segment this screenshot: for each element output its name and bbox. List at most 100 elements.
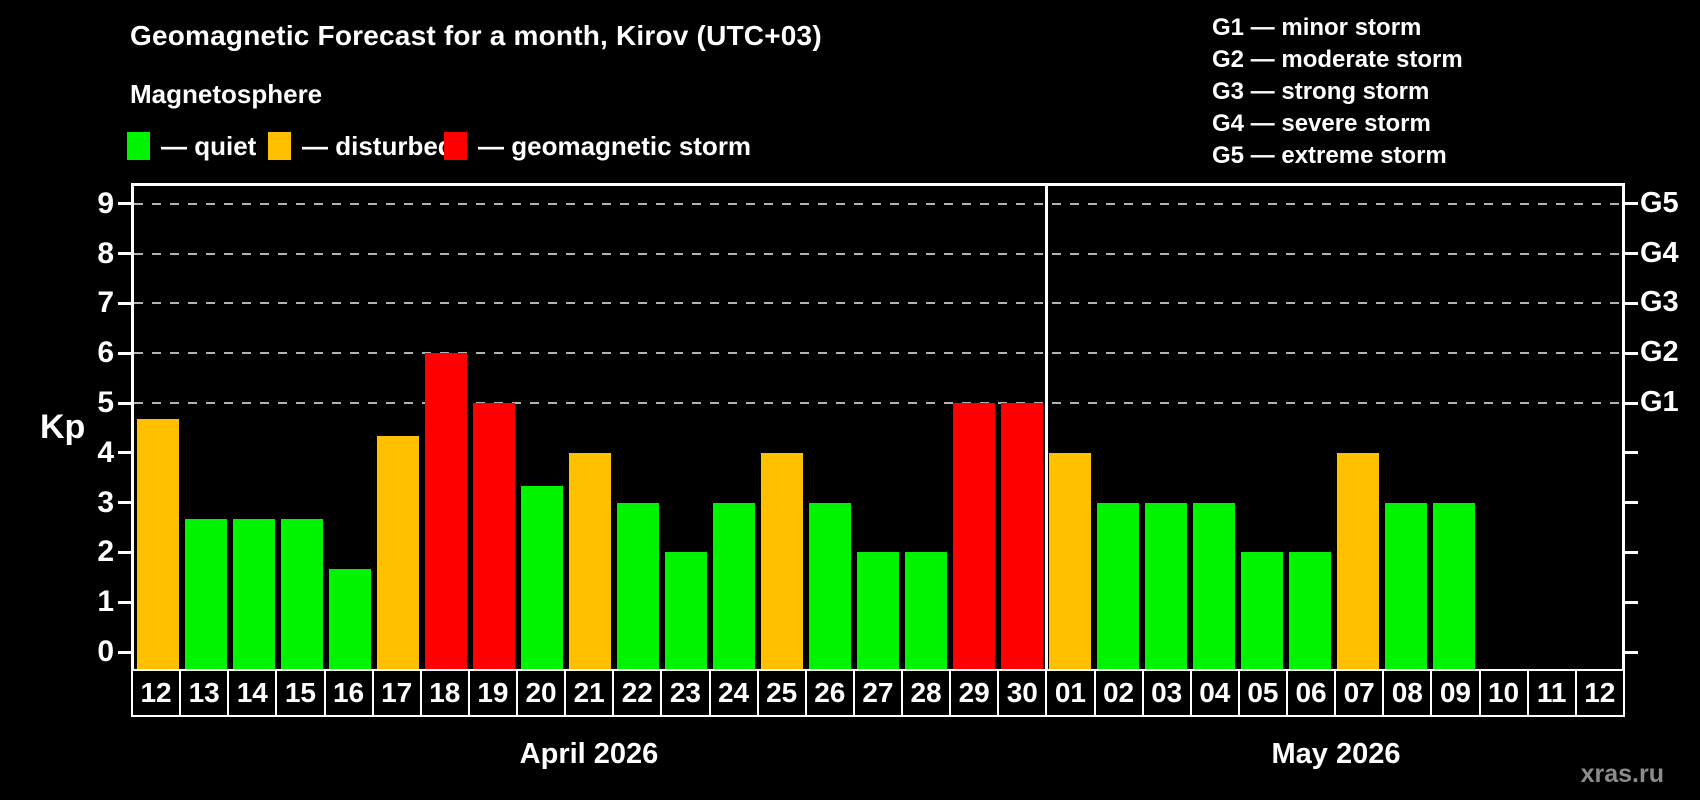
kp-bar-day-02: [1097, 502, 1139, 669]
plot-area: 0 1 2 3 4 5 6 7 8 9 G1 G2 G3 G4 G5: [97, 183, 1679, 669]
legend-label-quiet: — quiet: [161, 131, 257, 161]
y-axis-label-9: 9: [97, 186, 114, 220]
gridline-kp-6: [134, 352, 1622, 355]
y-axis-tick-6: [118, 351, 131, 355]
right-axis-tick-6: [1625, 351, 1638, 355]
gridline-kp-8: [134, 252, 1622, 255]
right-axis-tick-9: [1625, 202, 1638, 206]
right-axis-tick-1: [1625, 600, 1638, 604]
legend-label-disturbed: — disturbed: [302, 131, 454, 161]
day-cell-18: 18: [419, 669, 470, 717]
kp-bar-day-29: [953, 403, 995, 669]
kp-bar-day-19: [473, 403, 515, 669]
right-axis-tick-4: [1625, 451, 1638, 455]
right-axis-tick-3: [1625, 501, 1638, 505]
storm-color-swatch: [444, 132, 467, 160]
g4-legend-line: G4 — severe storm: [1212, 110, 1431, 137]
right-axis-label-g5: G5: [1640, 186, 1679, 219]
y-axis-tick-0: [118, 650, 131, 654]
quiet-color-swatch: [127, 132, 150, 160]
kp-bar-day-22: [617, 502, 659, 669]
kp-bar-day-26: [809, 502, 851, 669]
day-cell-02: 02: [1093, 669, 1144, 717]
kp-bar-day-23: [665, 552, 707, 669]
right-axis-tick-8: [1625, 252, 1638, 256]
legend-item-quiet: — quiet: [127, 132, 256, 160]
day-cell-17: 17: [371, 669, 422, 717]
right-axis-label-g2: G2: [1640, 336, 1679, 369]
y-axis-label-1: 1: [97, 585, 114, 619]
y-axis-tick-1: [118, 600, 131, 604]
day-cell-15: 15: [275, 669, 326, 717]
day-cell-06: 06: [1286, 669, 1337, 717]
day-cell-25: 25: [756, 669, 807, 717]
y-axis-title: Kp: [40, 408, 86, 446]
y-axis-label-3: 3: [97, 485, 114, 519]
kp-bar-day-08: [1385, 502, 1427, 669]
day-cell-14: 14: [227, 669, 278, 717]
y-axis-tick-2: [118, 550, 131, 554]
y-axis-label-2: 2: [97, 535, 114, 569]
y-axis-label-7: 7: [97, 286, 114, 320]
kp-bar-day-13: [185, 519, 227, 669]
kp-bar-day-05: [1241, 552, 1283, 669]
month-label-may: May 2026: [1271, 738, 1401, 770]
kp-bar-day-21: [569, 452, 611, 669]
day-cell-09: 09: [1430, 669, 1481, 717]
kp-bar-day-18: [425, 353, 467, 669]
y-axis-label-8: 8: [97, 236, 114, 270]
kp-bar-day-12: [137, 419, 179, 669]
day-cell-12: 12: [131, 669, 182, 717]
day-cell-11: 11: [1526, 669, 1577, 717]
kp-bar-day-16: [329, 568, 371, 669]
kp-bar-day-28: [905, 552, 947, 669]
kp-bar-day-24: [713, 502, 755, 669]
day-cell-05: 05: [1237, 669, 1288, 717]
y-axis-tick-7: [118, 301, 131, 305]
g3-legend-line: G3 — strong storm: [1212, 78, 1430, 105]
day-cell-21: 21: [564, 669, 615, 717]
day-cell-26: 26: [804, 669, 855, 717]
kp-bar-day-15: [281, 519, 323, 669]
kp-bar-day-07: [1337, 452, 1379, 669]
legend-item-disturbed: — disturbed: [268, 132, 454, 160]
watermark: xras.ru: [1580, 760, 1664, 788]
chart-title: Geomagnetic Forecast for a month, Kirov …: [130, 20, 822, 51]
day-axis-row: 12 13 14 15 16 17 18 19 20 21 22 23 24 25 26 27 28 29 30 01…: [131, 669, 1625, 717]
day-cell-01: 01: [1045, 669, 1096, 717]
kp-bar-day-03: [1145, 502, 1187, 669]
y-axis-tick-5: [118, 401, 131, 405]
day-cell-30: 30: [997, 669, 1048, 717]
kp-bar-day-01: [1049, 452, 1091, 669]
kp-bar-day-27: [857, 552, 899, 669]
gridline-kp-9: [134, 202, 1622, 205]
day-cell-16: 16: [323, 669, 374, 717]
day-cell-22: 22: [612, 669, 663, 717]
y-axis-label-6: 6: [97, 336, 114, 370]
right-axis-label-g1: G1: [1640, 386, 1679, 418]
month-separator: [1044, 186, 1048, 669]
day-cell-04: 04: [1189, 669, 1240, 717]
month-label-april: April 2026: [519, 738, 659, 770]
day-cell-29: 29: [949, 669, 1000, 717]
legend-item-storm: — geomagnetic storm: [444, 132, 751, 160]
day-cell-13: 13: [179, 669, 230, 717]
kp-bar-day-20: [521, 486, 563, 669]
day-cell-10: 10: [1478, 669, 1529, 717]
day-cell-07: 07: [1334, 669, 1385, 717]
kp-bar-day-30: [1001, 403, 1043, 669]
magnetosphere-label: Magnetosphere: [130, 79, 323, 109]
gridline-kp-7: [134, 302, 1622, 305]
kp-bar-day-06: [1289, 552, 1331, 669]
kp-bar-day-25: [761, 452, 803, 669]
kp-bar-day-09: [1433, 502, 1475, 669]
day-cell-28: 28: [901, 669, 952, 717]
right-axis-tick-2: [1625, 550, 1638, 554]
day-cell-08: 08: [1382, 669, 1433, 717]
disturbed-color-swatch: [268, 132, 291, 160]
kp-bar-day-04: [1193, 502, 1235, 669]
y-axis-tick-9: [118, 202, 131, 206]
right-axis-label-g3: G3: [1640, 286, 1679, 319]
day-cell-12: 12: [1574, 669, 1625, 717]
